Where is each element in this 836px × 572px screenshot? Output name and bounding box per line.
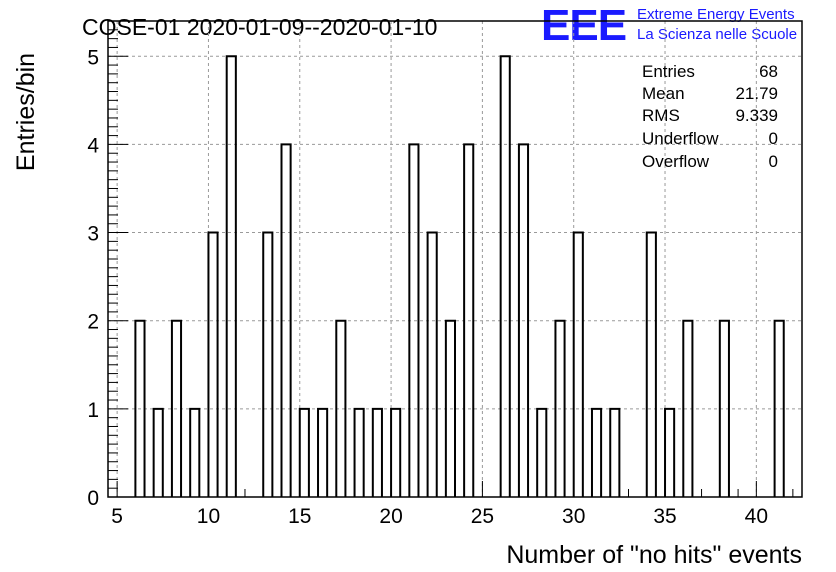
histogram-bar: [317, 407, 329, 497]
histogram-bar: [572, 231, 584, 497]
stats-underflow-label: Underflow: [642, 129, 719, 148]
x-axis-label: Number of "no hits" events: [506, 541, 802, 569]
y-tick-label: 2: [87, 311, 99, 334]
histogram-bar: [390, 407, 402, 497]
histogram-bar: [554, 319, 566, 497]
stats-overflow-label: Overflow: [642, 152, 710, 171]
x-tick-label: 35: [653, 505, 676, 528]
histogram-bar: [408, 143, 420, 497]
histogram-bar: [664, 407, 676, 497]
histogram-bar: [371, 407, 383, 497]
stats-rms-value: 9.339: [735, 106, 778, 125]
histogram-bar: [207, 231, 219, 497]
x-tick-label: 25: [471, 505, 494, 528]
histogram-bar: [353, 407, 365, 497]
histogram-bar: [463, 143, 475, 497]
histogram-bar: [536, 407, 548, 497]
histogram-bar: [152, 407, 164, 497]
histogram-bar: [189, 407, 201, 497]
stats-box: Entries 68 Mean 21.79 RMS 9.339 Underflo…: [642, 62, 778, 171]
stats-rms-label: RMS: [642, 106, 680, 125]
y-tick-label: 3: [87, 223, 99, 246]
histogram-bar: [444, 319, 456, 497]
histogram-bars: [134, 55, 785, 497]
histogram-bar: [280, 143, 292, 497]
y-tick-label: 5: [87, 46, 99, 69]
histogram-bar: [773, 319, 785, 497]
stats-mean-value: 21.79: [735, 84, 778, 103]
histogram-bar: [609, 407, 621, 497]
stats-entries-label: Entries: [642, 62, 695, 81]
logo-line-1: Extreme Energy Events: [637, 6, 795, 23]
histogram-bar: [517, 143, 530, 497]
axes: 5 10 15 20 25 30 35 40 0 1 2 3 4 5: [87, 20, 803, 528]
y-tick-label: 1: [87, 399, 99, 422]
eee-logo-mark: EEE: [541, 1, 626, 50]
histogram-bar: [134, 319, 146, 497]
histogram-bar: [426, 231, 438, 497]
histogram-bar: [645, 231, 657, 497]
x-tick-label: 15: [288, 505, 311, 528]
x-tick-label: 5: [111, 505, 123, 528]
x-tick-label: 40: [745, 505, 768, 528]
eee-logo: EEE Extreme Energy Events La Scienza nel…: [541, 1, 797, 50]
histogram-bar: [335, 319, 347, 497]
stats-mean-label: Mean: [642, 84, 685, 103]
chart-title: COSE-01 2020-01-09--2020-01-10: [82, 14, 437, 40]
y-tick-label: 4: [87, 134, 99, 157]
x-tick-label: 20: [379, 505, 402, 528]
histogram-bar: [225, 55, 237, 497]
histogram-bar: [499, 55, 511, 497]
histogram-bar: [170, 319, 183, 497]
stats-entries-value: 68: [759, 62, 778, 81]
x-tick-label: 30: [562, 505, 585, 528]
y-tick-label: 0: [87, 487, 99, 510]
logo-line-2: La Scienza nelle Scuole: [637, 26, 797, 43]
x-tick-label: 10: [197, 505, 220, 528]
histogram-bar: [682, 319, 694, 497]
histogram-bar: [718, 319, 730, 497]
stats-underflow-value: 0: [769, 129, 778, 148]
y-axis-label: Entries/bin: [12, 53, 40, 171]
histogram-bar: [298, 407, 310, 497]
histogram-bar: [590, 407, 603, 497]
histogram-bar: [262, 231, 274, 497]
stats-overflow-value: 0: [769, 152, 778, 171]
